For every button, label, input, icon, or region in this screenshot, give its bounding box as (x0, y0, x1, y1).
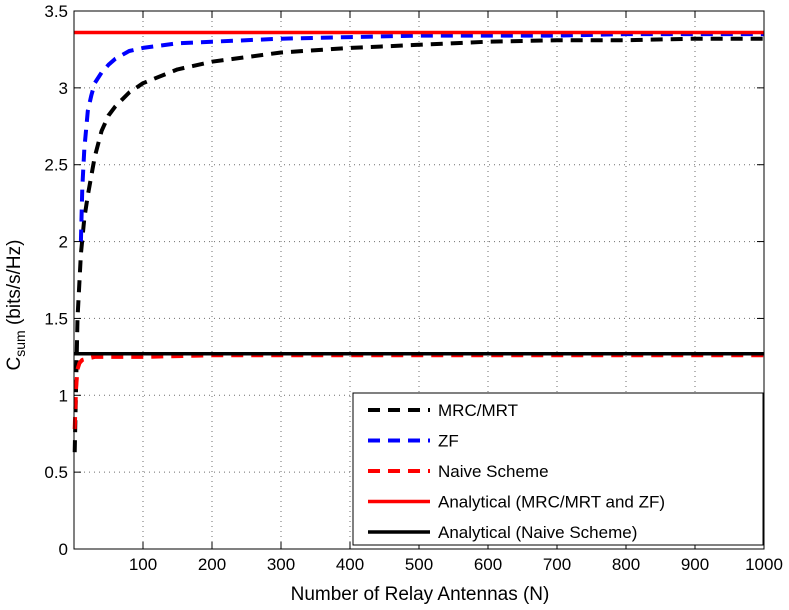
series-line-2 (72, 353, 764, 430)
y-axis-label-rest: (bits/s/Hz) (4, 240, 25, 331)
legend-label-1: ZF (438, 432, 459, 451)
y-tick-label: 0 (59, 540, 68, 559)
y-tick-label: 1.5 (44, 309, 68, 328)
y-axis-label: Csum (bits/s/Hz) (4, 240, 28, 371)
x-tick-label: 400 (336, 555, 364, 574)
y-axis-label-main: C (4, 357, 25, 371)
series-line-0 (72, 36, 764, 453)
x-tick-label: 500 (405, 555, 433, 574)
x-tick-label: 100 (129, 555, 157, 574)
legend-box (352, 392, 764, 546)
x-axis-label: Number of Relay Antennas (N) (291, 584, 550, 605)
x-tick-label: 1000 (745, 555, 783, 574)
y-tick-label: 3.5 (44, 2, 68, 21)
series-line-1 (78, 32, 764, 242)
x-tick-label: 300 (267, 555, 295, 574)
x-tick-label: 800 (612, 555, 640, 574)
legend-label-2: Naive Scheme (438, 462, 549, 481)
y-tick-label: 2.5 (44, 156, 68, 175)
y-tick-label: 1 (59, 386, 68, 405)
y-axis-label-sub: sum (12, 330, 28, 356)
legend-label-3: Analytical (MRC/MRT and ZF) (438, 493, 665, 512)
y-tick-label: 3 (59, 79, 68, 98)
x-tick-label: 200 (198, 555, 226, 574)
x-tick-label: 900 (681, 555, 709, 574)
ticks: 100 200 300 400 500 600 700 800 900 1000 0 0.5 1 1.5 2… (44, 2, 783, 574)
legend-label-0: MRC/MRT (438, 401, 518, 420)
x-tick-label: 600 (474, 555, 502, 574)
y-tick-label: 0.5 (44, 463, 68, 482)
legend: MRC/MRT ZF Naive Scheme Analytical (MRC/MRT… (352, 392, 764, 546)
legend-label-4: Analytical (Naive Scheme) (438, 523, 637, 542)
series-group (72, 30, 764, 453)
y-tick-label: 2 (59, 233, 68, 252)
x-tick-label: 700 (543, 555, 571, 574)
